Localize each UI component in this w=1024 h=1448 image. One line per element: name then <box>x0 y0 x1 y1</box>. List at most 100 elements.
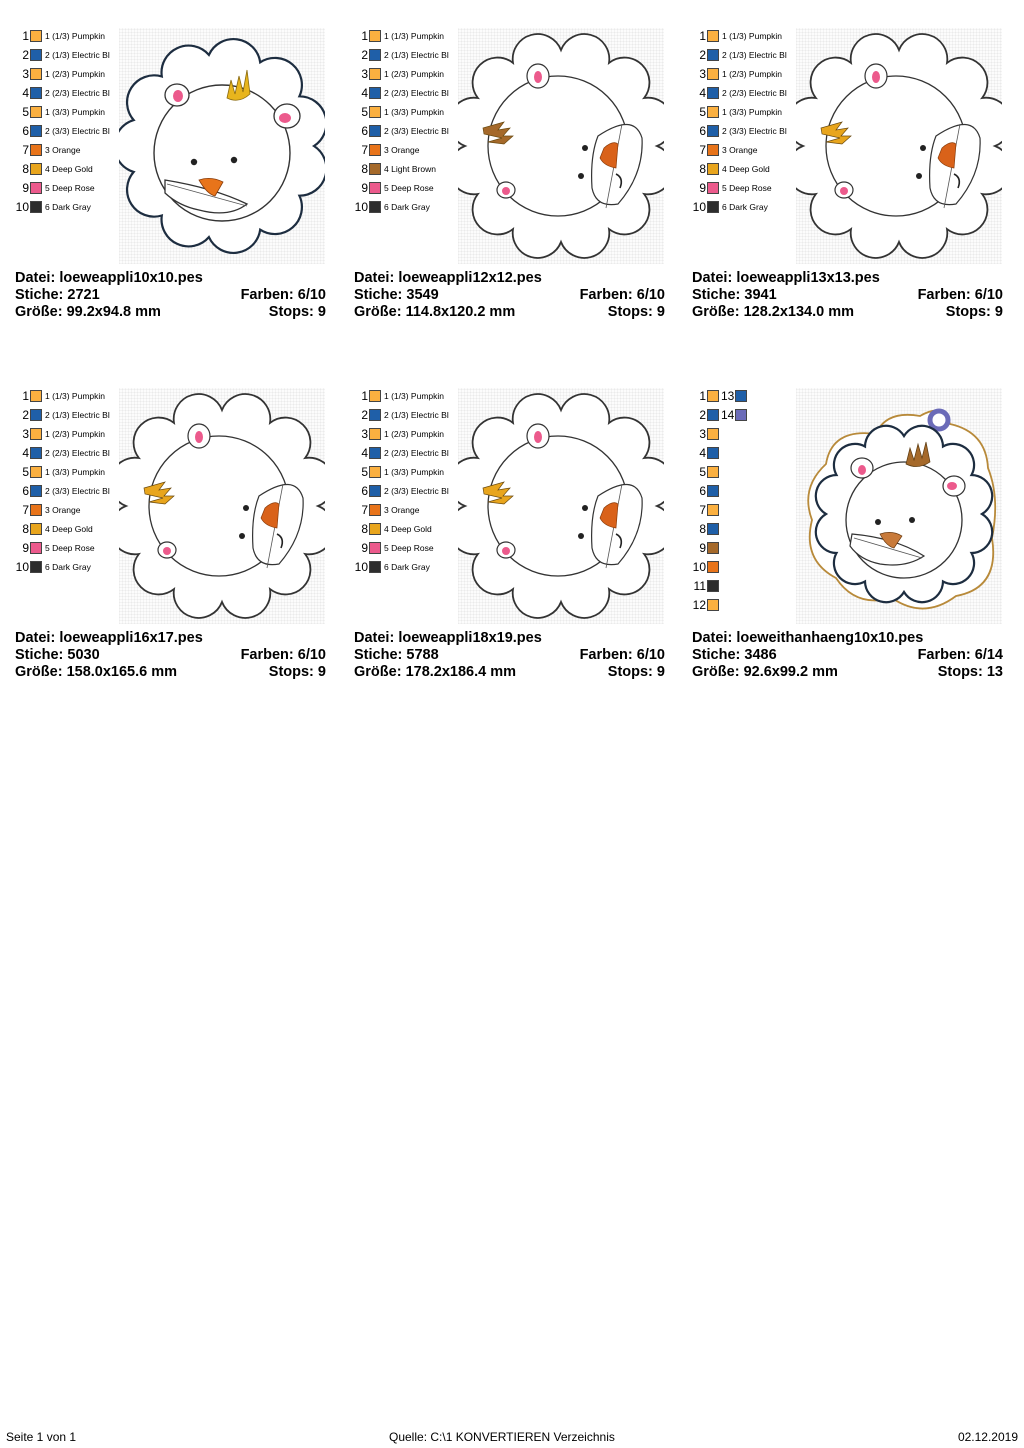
design-info: Datei: loeweappli16x17.pes Stiche: 5030 … <box>15 630 326 681</box>
thread-name: 3 Orange <box>384 145 420 155</box>
thread-swatch <box>707 466 719 478</box>
thread-number: 4 <box>361 446 368 460</box>
thread-name: 5 Deep Rose <box>384 543 434 553</box>
file-info: Datei: loeweappli16x17.pes <box>15 630 203 646</box>
thread-row: 7 <box>692 502 719 518</box>
file-name: loeweappli12x12.pes <box>398 270 542 286</box>
thread-number: 1 <box>699 29 706 43</box>
thread-number: 8 <box>361 162 368 176</box>
thread-row: 6 2 (3/3) Electric Bl <box>354 483 449 499</box>
embroidery-preview <box>796 28 1002 264</box>
thread-swatch <box>369 485 381 497</box>
thread-name: 4 Deep Gold <box>384 524 432 534</box>
thread-swatch <box>707 580 719 592</box>
thread-name: 3 Orange <box>45 145 81 155</box>
thread-swatch <box>369 390 381 402</box>
thread-number: 9 <box>699 541 706 555</box>
thread-swatch <box>707 163 719 175</box>
thread-row: 10 <box>692 559 719 575</box>
thread-swatch <box>30 390 42 402</box>
thread-number: 7 <box>699 143 706 157</box>
thread-name: 6 Dark Gray <box>45 202 91 212</box>
thread-name: 2 (3/3) Electric Bl <box>384 486 449 496</box>
lion-illustration <box>458 393 664 619</box>
thread-row: 8 4 Light Brown <box>354 161 436 177</box>
thread-number: 10 <box>15 560 29 574</box>
thread-row: 1 1 (1/3) Pumpkin <box>354 28 444 44</box>
thread-row: 8 4 Deep Gold <box>15 161 92 177</box>
thread-number: 4 <box>22 446 29 460</box>
thread-swatch <box>369 106 381 118</box>
thread-swatch <box>369 49 381 61</box>
thread-number: 6 <box>699 484 706 498</box>
embroidery-preview <box>458 388 664 624</box>
thread-name: 2 (2/3) Electric Bl <box>45 448 110 458</box>
stop-count: Stops: 9 <box>945 304 1003 320</box>
thread-number: 3 <box>699 427 706 441</box>
design-size: Größe: 114.8x120.2 mm <box>354 304 516 320</box>
thread-number: 5 <box>22 105 29 119</box>
source-path: Quelle: C:\1 KONVERTIEREN Verzeichnis <box>389 1430 615 1444</box>
thread-number: 6 <box>22 484 29 498</box>
thread-name: 2 (3/3) Electric Bl <box>384 126 449 136</box>
thread-name: 2 (1/3) Electric Bl <box>384 410 449 420</box>
thread-swatch <box>30 30 42 42</box>
thread-swatch <box>30 68 42 80</box>
thread-swatch <box>30 49 42 61</box>
color-count: Farben: 6/14 <box>917 647 1003 663</box>
thread-swatch <box>707 504 719 516</box>
thread-row: 2 14 <box>692 407 747 423</box>
thread-number: 11 <box>693 579 706 593</box>
print-date: 02.12.2019 <box>957 1430 1018 1444</box>
thread-row: 12 <box>692 597 719 613</box>
thread-swatch <box>30 409 42 421</box>
thread-swatch <box>30 144 42 156</box>
thread-row: 4 2 (2/3) Electric Bl <box>15 85 109 101</box>
thread-name: 1 (3/3) Pumpkin <box>722 107 782 117</box>
lion-illustration <box>119 38 325 254</box>
thread-row: 6 2 (3/3) Electric Bl <box>692 123 786 139</box>
stitch-count: Stiche: 3941 <box>692 287 777 303</box>
thread-swatch <box>369 87 381 99</box>
thread-swatch <box>735 390 747 402</box>
thread-row: 7 3 Orange <box>692 142 757 158</box>
thread-number: 8 <box>361 522 368 536</box>
thread-swatch <box>30 182 42 194</box>
embroidery-preview <box>796 388 1002 624</box>
thread-swatch <box>707 49 719 61</box>
stop-count: Stops: 13 <box>937 664 1003 680</box>
thread-row: 5 1 (3/3) Pumpkin <box>354 464 444 480</box>
thread-number: 3 <box>699 67 706 81</box>
thread-number: 13 <box>721 389 735 403</box>
file-info: Datei: loeweappli18x19.pes <box>354 630 542 646</box>
stop-count: Stops: 9 <box>268 664 326 680</box>
thread-name: 6 Dark Gray <box>45 562 91 572</box>
thread-number: 10 <box>354 560 368 574</box>
thread-number: 3 <box>361 427 368 441</box>
thread-number: 4 <box>699 446 706 460</box>
design-size: Größe: 128.2x134.0 mm <box>692 304 855 320</box>
stitch-count: Stiche: 5788 <box>354 647 439 663</box>
thread-name: 1 (2/3) Pumpkin <box>45 69 105 79</box>
thread-swatch <box>707 125 719 137</box>
thread-number: 1 <box>361 29 368 43</box>
thread-number: 3 <box>22 427 29 441</box>
thread-row: 9 5 Deep Rose <box>354 540 434 556</box>
thread-name: 1 (1/3) Pumpkin <box>722 31 782 41</box>
thread-number: 2 <box>699 408 706 422</box>
thread-number: 8 <box>699 522 706 536</box>
thread-number: 7 <box>361 503 368 517</box>
thread-number: 5 <box>699 105 706 119</box>
thread-swatch <box>30 87 42 99</box>
file-name: loeweappli10x10.pes <box>59 270 203 286</box>
thread-row: 8 <box>692 521 719 537</box>
design-card: 1 1 (1/3) Pumpkin 2 2 (1/3) Electric Bl … <box>354 28 674 328</box>
thread-name: 2 (1/3) Electric Bl <box>45 50 110 60</box>
embroidery-preview <box>119 28 325 264</box>
thread-number: 1 <box>699 389 706 403</box>
thread-swatch <box>30 504 42 516</box>
thread-swatch <box>30 447 42 459</box>
stitch-count: Stiche: 2721 <box>15 287 100 303</box>
thread-name: 6 Dark Gray <box>384 202 430 212</box>
thread-row: 5 1 (3/3) Pumpkin <box>15 104 105 120</box>
